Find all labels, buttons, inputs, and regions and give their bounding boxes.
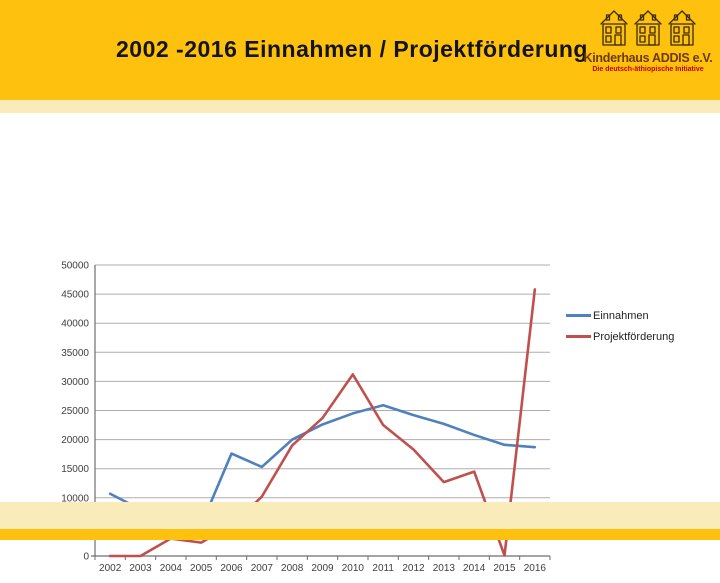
bottom-divider-strip [0,502,720,529]
x-axis-tick-label: 2015 [493,563,516,574]
logo: Kinderhaus ADDIS e.V. Die deutsch-äthiop… [577,9,719,73]
header-band: 2002 -2016 Einnahmen / Projektförderung [0,0,720,100]
x-axis-tick-label: 2005 [190,563,213,574]
projektfoerderung-line-swatch [566,335,591,338]
x-axis-tick-label: 2013 [433,563,456,574]
slide-title: 2002 -2016 Einnahmen / Projektförderung [116,36,588,62]
x-axis-tick-label: 2016 [524,563,547,574]
x-axis-tick-label: 2010 [342,563,365,574]
y-axis-tick-label: 40000 [61,319,89,330]
x-axis-tick-label: 2002 [99,563,122,574]
legend-label-projektfoerderung: Projektförderung [593,330,675,343]
y-axis-tick-label: 20000 [61,435,89,446]
logo-name: Kinderhaus ADDIS e.V. [583,51,713,65]
y-axis-tick-label: 35000 [61,348,89,359]
footer-band [0,529,720,540]
y-axis-tick-label: 25000 [61,406,89,417]
x-axis-tick-label: 2011 [372,563,394,574]
x-axis-tick-label: 2004 [160,563,183,574]
houses-icon [600,10,696,46]
chart-area: 0500010000150002000025000300003500040000… [0,113,720,574]
x-axis-tick-label: 2009 [311,563,334,574]
y-axis-tick-label: 45000 [61,290,89,301]
y-axis-tick-label: 15000 [61,464,89,475]
x-axis-tick-label: 2003 [129,563,152,574]
x-axis-tick-label: 2008 [281,563,304,574]
x-axis-tick-label: 2012 [402,563,425,574]
y-axis-tick-label: 10000 [61,493,89,504]
y-axis-tick-label: 0 [83,552,89,563]
einnahmen-line-swatch [566,314,591,317]
legend-label-einnahmen: Einnahmen [593,309,649,322]
x-axis-tick-label: 2006 [220,563,243,574]
y-axis-tick-label: 50000 [61,261,89,272]
x-axis-tick-label: 2014 [463,563,486,574]
y-axis-tick-label: 30000 [61,377,89,388]
legend-item-einnahmen: Einnahmen [566,305,674,326]
logo-subtitle: Die deutsch-äthiopische Initiative [592,66,704,73]
top-divider-strip [0,100,720,113]
chart-legend: Einnahmen Projektförderung [566,305,674,347]
legend-item-projektfoerderung: Projektförderung [566,326,674,347]
x-axis-tick-label: 2007 [251,563,274,574]
